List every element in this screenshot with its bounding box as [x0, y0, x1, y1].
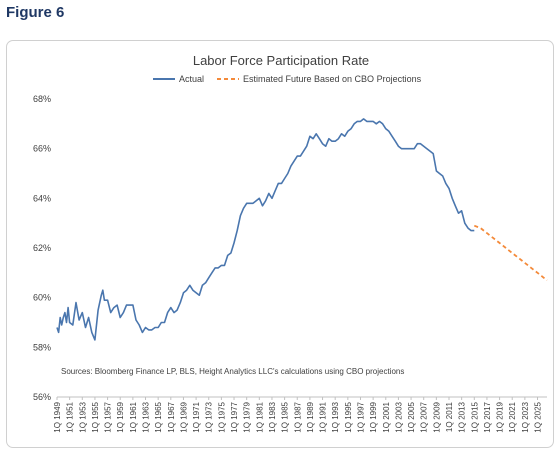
x-tick-label: 1Q 1979 [243, 401, 252, 432]
x-tick-label: 1Q 2023 [521, 401, 530, 432]
x-tick-label: 1Q 1967 [167, 401, 176, 432]
x-tick-label: 1Q 1995 [344, 401, 353, 432]
x-tick-label: 1Q 1989 [306, 401, 315, 432]
x-tick-label: 1Q 1991 [319, 401, 328, 432]
x-tick-label: 1Q 1999 [369, 401, 378, 432]
legend: Actual Estimated Future Based on CBO Pro… [153, 74, 422, 84]
x-tick-label: 1Q 1965 [154, 401, 163, 432]
x-tick-label: 1Q 1983 [268, 401, 277, 432]
y-tick-label: 60% [33, 293, 51, 303]
x-tick-label: 1Q 2007 [420, 401, 429, 432]
x-tick-label: 1Q 1949 [53, 401, 62, 432]
x-tick-label: 1Q 1997 [356, 401, 365, 432]
legend-label-actual: Actual [179, 74, 204, 84]
x-tick-label: 1Q 2001 [382, 401, 391, 432]
figure-label: Figure 6 [6, 4, 65, 21]
x-tick-label: 1Q 1951 [66, 401, 75, 432]
x-tick-label: 1Q 2013 [458, 401, 467, 432]
x-tick-label: 1Q 1987 [293, 401, 302, 432]
x-tick-label: 1Q 1969 [179, 401, 188, 432]
x-tick-label: 1Q 1973 [205, 401, 214, 432]
x-tick-label: 1Q 1977 [230, 401, 239, 432]
series-line-actual [56, 118, 475, 341]
x-tick-label: 1Q 1975 [217, 401, 226, 432]
x-tick-label: 1Q 1961 [129, 401, 138, 432]
x-axis: 1Q 1949 1Q 1951 1Q 1953 1Q 1955 1Q 1957 1Q 19… [53, 396, 547, 433]
y-tick-label: 62% [33, 243, 51, 253]
x-tick-label: 1Q 2015 [470, 401, 479, 432]
x-tick-label: 1Q 1957 [104, 401, 113, 432]
x-tick-label: 1Q 1993 [331, 401, 340, 432]
x-tick-label: 1Q 1981 [255, 401, 264, 432]
source-note: Sources: Bloomberg Finance LP, BLS, Heig… [61, 367, 404, 376]
line-chart: Labor Force Participation Rate Actual Es… [33, 53, 548, 433]
y-tick-label: 66% [33, 144, 51, 154]
y-axis: 56% 58% 60% 62% 64% 66% 68% [33, 94, 51, 402]
x-tick-label: 1Q 1959 [116, 401, 125, 432]
x-tick-label: 1Q 2025 [534, 401, 543, 432]
chart-title: Labor Force Participation Rate [193, 53, 369, 68]
legend-label-projection: Estimated Future Based on CBO Projection… [243, 74, 422, 84]
y-tick-label: 68% [33, 94, 51, 104]
chart-container: Labor Force Participation Rate Actual Es… [6, 40, 554, 448]
x-tick-label: 1Q 1985 [281, 401, 290, 432]
series-line-projection [473, 224, 548, 282]
x-tick-label: 1Q 1955 [91, 401, 100, 432]
x-tick-label: 1Q 2003 [394, 401, 403, 432]
x-tick-label: 1Q 2019 [496, 401, 505, 432]
x-tick-label: 1Q 2005 [407, 401, 416, 432]
x-tick-label: 1Q 1953 [78, 401, 87, 432]
x-tick-label: 1Q 2021 [508, 401, 517, 432]
y-tick-label: 58% [33, 342, 51, 352]
x-tick-label: 1Q 2011 [445, 401, 454, 432]
x-tick-label: 1Q 1963 [142, 401, 151, 432]
x-tick-label: 1Q 2017 [483, 401, 492, 432]
x-tick-label: 1Q 1971 [192, 401, 201, 432]
series-layer [56, 118, 548, 341]
y-tick-label: 64% [33, 193, 51, 203]
x-tick-label: 1Q 2009 [432, 401, 441, 432]
y-tick-label: 56% [33, 392, 51, 402]
